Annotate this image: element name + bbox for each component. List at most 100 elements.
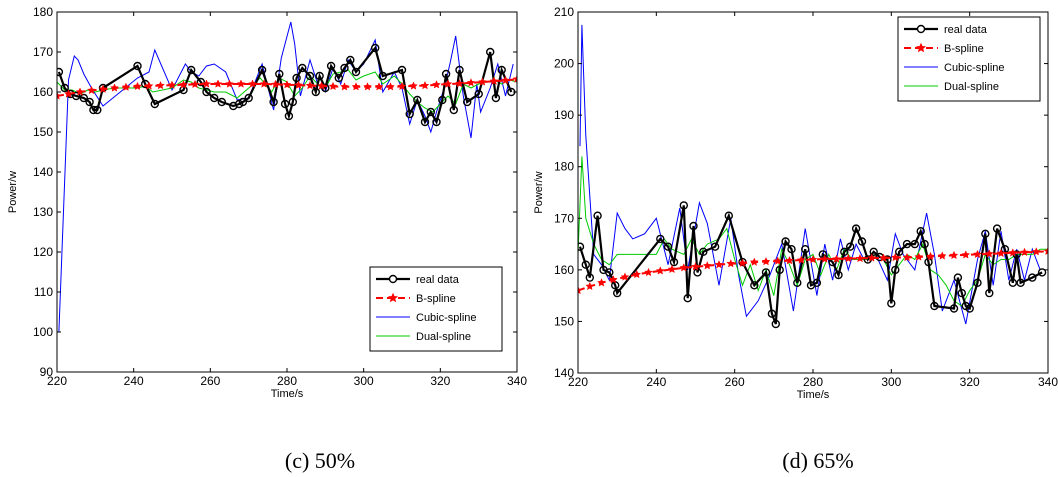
- legend-label: Cubic-spline: [944, 62, 1005, 74]
- data-point-bspline: [478, 77, 487, 86]
- y-tick-label: 170: [554, 211, 574, 225]
- data-point-bspline: [585, 281, 595, 291]
- data-point-bspline: [420, 80, 430, 90]
- series-group: [57, 21, 517, 333]
- y-tick-label: 140: [554, 366, 574, 380]
- data-point-bspline: [691, 262, 700, 271]
- data-point-real: [985, 288, 994, 298]
- legend-label: Dual-spline: [944, 81, 999, 93]
- data-point-real: [491, 93, 501, 103]
- data-point-bspline: [1031, 247, 1041, 256]
- data-point-bspline: [996, 248, 1006, 258]
- data-point-real: [613, 288, 622, 298]
- data-point-real: [910, 239, 919, 249]
- data-point-real: [397, 65, 407, 75]
- data-point-real: [916, 226, 925, 236]
- data-point-real: [311, 87, 320, 97]
- data-point-real: [781, 237, 790, 246]
- data-point-real: [340, 63, 349, 73]
- data-point-bspline: [1020, 247, 1029, 257]
- data-point-real: [334, 73, 343, 83]
- data-point-real: [656, 234, 665, 244]
- data-point-bspline: [984, 249, 994, 258]
- caption-right: (d) 65%: [782, 448, 854, 473]
- y-tick-label: 190: [554, 108, 574, 122]
- data-point-bspline: [879, 253, 888, 262]
- data-point-real: [699, 247, 708, 257]
- x-tick-label: 280: [277, 374, 297, 388]
- data-point-real: [275, 69, 284, 79]
- series-line-real-data: [57, 45, 513, 125]
- y-tick-label: 180: [33, 5, 53, 19]
- data-point-bspline: [796, 255, 806, 264]
- data-point-bspline: [820, 254, 830, 263]
- y-axis-label: Power/w: [7, 171, 19, 213]
- data-point-real: [474, 89, 483, 99]
- data-point-real: [186, 65, 196, 75]
- y-axis-label: Power/w: [533, 171, 545, 213]
- legend-marker: [916, 42, 926, 53]
- caption-left: (c) 50%: [284, 448, 356, 473]
- data-point-real: [346, 55, 355, 65]
- data-point-bspline: [761, 256, 771, 266]
- legend-marker: [916, 24, 926, 34]
- data-point-bspline: [282, 80, 292, 89]
- data-point-bspline: [248, 79, 257, 88]
- data-point-bspline: [749, 257, 759, 266]
- series-line-b-spline: [57, 78, 517, 97]
- data-point-bspline: [397, 81, 407, 91]
- y-tick-label: 110: [34, 285, 53, 299]
- data-point-real: [288, 97, 297, 107]
- x-tick-label: 240: [124, 374, 144, 388]
- data-point-bspline: [156, 80, 165, 90]
- legend-marker: [388, 274, 398, 284]
- x-tick-label: 260: [200, 374, 220, 388]
- data-point-real: [378, 71, 387, 81]
- data-point-bspline: [578, 285, 583, 295]
- data-point-real: [953, 273, 963, 282]
- data-point-bspline: [294, 80, 303, 89]
- legend-marker: [388, 292, 398, 303]
- legend-label: B-spline: [416, 293, 456, 305]
- data-point-real: [284, 111, 294, 121]
- data-point-real: [269, 97, 278, 107]
- data-point-real: [93, 105, 102, 115]
- data-point-bspline: [808, 254, 818, 264]
- data-point-bspline: [667, 264, 677, 274]
- y-tick-label: 160: [33, 85, 53, 99]
- data-point-real: [89, 105, 98, 115]
- data-point-bspline: [121, 82, 131, 91]
- data-point-real: [463, 97, 472, 107]
- data-point-real: [57, 67, 64, 77]
- data-point-real: [973, 278, 982, 287]
- data-point-bspline: [225, 79, 234, 88]
- data-point-real: [150, 99, 160, 109]
- data-point-real: [887, 299, 896, 308]
- data-point-bspline: [949, 250, 959, 260]
- data-point-bspline: [843, 253, 853, 263]
- y-tick-label: 210: [554, 5, 574, 19]
- x-tick-label: 280: [803, 375, 823, 389]
- y-tick-label: 150: [554, 314, 574, 328]
- data-point-real: [679, 201, 688, 210]
- data-point-bspline: [608, 275, 618, 284]
- y-tick-label: 200: [554, 57, 574, 71]
- data-point-real: [787, 244, 796, 254]
- data-point-real: [578, 242, 585, 251]
- data-point-real: [683, 294, 692, 303]
- data-point-bspline: [914, 252, 924, 261]
- data-point-real: [60, 83, 69, 93]
- data-point-bspline: [317, 81, 326, 90]
- data-point-real: [834, 270, 843, 280]
- data-point-bspline: [785, 255, 794, 265]
- data-point-real: [196, 77, 206, 87]
- data-point-bspline: [144, 81, 154, 90]
- data-point-real: [793, 278, 802, 287]
- x-tick-label: 340: [1038, 375, 1058, 389]
- data-point-bspline: [75, 87, 85, 96]
- data-point-real: [949, 304, 959, 313]
- data-point-real: [669, 257, 679, 267]
- data-point-bspline: [714, 260, 724, 269]
- data-point-real: [801, 244, 810, 254]
